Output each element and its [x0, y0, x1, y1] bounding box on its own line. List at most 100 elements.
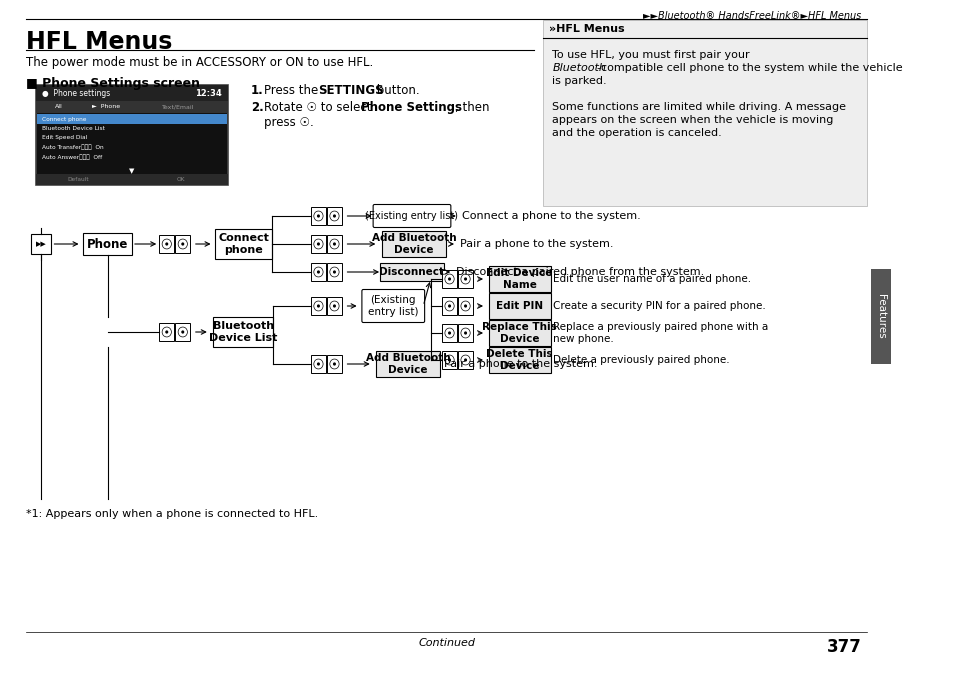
Text: ►  Phone: ► Phone — [91, 104, 120, 109]
Text: 377: 377 — [825, 638, 861, 656]
Text: Delete This
Device: Delete This Device — [486, 349, 553, 371]
Bar — [215, 229, 272, 259]
Bar — [327, 263, 342, 281]
Text: All: All — [55, 104, 63, 109]
Circle shape — [165, 330, 168, 334]
Text: Edit Speed Dial: Edit Speed Dial — [42, 135, 88, 140]
Bar — [311, 235, 326, 253]
Text: Some functions are limited while driving. A message: Some functions are limited while driving… — [552, 102, 845, 112]
Text: Pair a phone to the system.: Pair a phone to the system. — [459, 239, 613, 249]
Text: 12:34: 12:34 — [195, 88, 222, 98]
Bar — [311, 207, 326, 225]
Text: -compatible cell phone to the system while the vehicle: -compatible cell phone to the system whi… — [597, 63, 902, 73]
Bar — [311, 263, 326, 281]
Text: »HFL Menus: »HFL Menus — [548, 24, 623, 34]
Text: 2.: 2. — [251, 101, 263, 114]
Text: Edit Device
Name: Edit Device Name — [486, 268, 553, 290]
Text: Replace This
Device: Replace This Device — [482, 322, 557, 344]
Bar — [327, 235, 342, 253]
Bar — [457, 324, 473, 342]
Text: The power mode must be in ACCESSORY or ON to use HFL.: The power mode must be in ACCESSORY or O… — [26, 56, 373, 69]
Bar — [441, 324, 456, 342]
Bar — [381, 231, 445, 257]
Circle shape — [316, 243, 319, 245]
Circle shape — [333, 214, 335, 218]
Text: ▼: ▼ — [129, 168, 134, 174]
Text: Connect a phone to the system.: Connect a phone to the system. — [461, 211, 639, 221]
Bar — [327, 297, 342, 315]
Bar — [36, 114, 227, 124]
Text: Bluetooth Device List: Bluetooth Device List — [42, 126, 105, 131]
Text: Disconnect a paired phone from the system.: Disconnect a paired phone from the syste… — [456, 267, 703, 277]
Bar — [441, 351, 456, 369]
Circle shape — [181, 243, 184, 245]
Text: ▶▶: ▶▶ — [36, 241, 47, 247]
Bar — [30, 234, 51, 254]
Circle shape — [448, 305, 451, 307]
Text: Auto Answer			  Off: Auto Answer Off — [42, 154, 102, 160]
Text: ■ Phone Settings screen: ■ Phone Settings screen — [26, 77, 200, 90]
Circle shape — [463, 305, 467, 307]
Text: Press the: Press the — [264, 84, 322, 97]
Text: and the operation is canceled.: and the operation is canceled. — [552, 128, 721, 138]
Text: Create a security PIN for a paired phone.: Create a security PIN for a paired phone… — [553, 301, 765, 311]
Circle shape — [181, 330, 184, 334]
Text: Pair a phone to the system.: Pair a phone to the system. — [443, 359, 597, 369]
Text: OK: OK — [176, 177, 185, 182]
FancyBboxPatch shape — [373, 204, 451, 228]
Text: SETTINGS: SETTINGS — [318, 84, 383, 97]
Bar — [488, 347, 550, 373]
Text: Replace a previously paired phone with a
new phone.: Replace a previously paired phone with a… — [553, 321, 768, 344]
Text: Edit the user name of a paired phone.: Edit the user name of a paired phone. — [553, 274, 751, 284]
Bar — [457, 351, 473, 369]
FancyBboxPatch shape — [361, 290, 424, 322]
Circle shape — [448, 332, 451, 334]
Bar — [488, 320, 550, 346]
Bar — [35, 101, 228, 113]
Text: Features: Features — [875, 294, 885, 339]
Bar — [441, 270, 456, 288]
Text: Edit PIN: Edit PIN — [496, 301, 542, 311]
Circle shape — [316, 270, 319, 274]
Text: Add Bluetooth
Device: Add Bluetooth Device — [371, 233, 456, 255]
Text: , then: , then — [455, 101, 489, 114]
Circle shape — [333, 270, 335, 274]
Bar — [311, 355, 326, 373]
Text: Disconnect: Disconnect — [379, 267, 444, 277]
Circle shape — [463, 278, 467, 280]
Bar — [542, 20, 866, 206]
Text: Continued: Continued — [417, 638, 475, 648]
Text: ►►Bluetooth® HandsFreeLink®►HFL Menus: ►►Bluetooth® HandsFreeLink®►HFL Menus — [642, 11, 861, 21]
Text: appears on the screen when the vehicle is moving: appears on the screen when the vehicle i… — [552, 115, 833, 125]
Bar — [379, 263, 443, 281]
Text: Delete a previously paired phone.: Delete a previously paired phone. — [553, 355, 729, 365]
Text: Bluetooth: Bluetooth — [552, 63, 606, 73]
Circle shape — [165, 243, 168, 245]
Bar — [35, 174, 228, 185]
Bar — [83, 233, 132, 255]
Text: Connect
phone: Connect phone — [218, 233, 269, 255]
Text: Phone: Phone — [87, 237, 129, 251]
Circle shape — [333, 305, 335, 307]
Text: To use HFL, you must first pair your: To use HFL, you must first pair your — [552, 50, 753, 60]
Bar — [35, 85, 228, 185]
Text: Default: Default — [67, 177, 89, 182]
Circle shape — [316, 363, 319, 365]
Text: Text/Email: Text/Email — [162, 104, 193, 109]
Bar — [159, 323, 174, 341]
Text: Auto Transfer			  On: Auto Transfer On — [42, 145, 104, 150]
Circle shape — [333, 363, 335, 365]
Bar — [870, 269, 890, 364]
Text: ●  Phone settings: ● Phone settings — [42, 88, 111, 98]
Circle shape — [333, 243, 335, 245]
Text: (Existing entry list): (Existing entry list) — [365, 211, 458, 221]
Text: press ☉.: press ☉. — [264, 116, 314, 129]
Circle shape — [463, 359, 467, 362]
Bar — [327, 207, 342, 225]
Text: Phone Settings: Phone Settings — [361, 101, 462, 114]
Circle shape — [316, 214, 319, 218]
Text: Bluetooth
Device List: Bluetooth Device List — [209, 321, 277, 343]
Text: *1: Appears only when a phone is connected to HFL.: *1: Appears only when a phone is connect… — [26, 509, 318, 519]
Bar — [327, 355, 342, 373]
Text: is parked.: is parked. — [552, 76, 606, 86]
